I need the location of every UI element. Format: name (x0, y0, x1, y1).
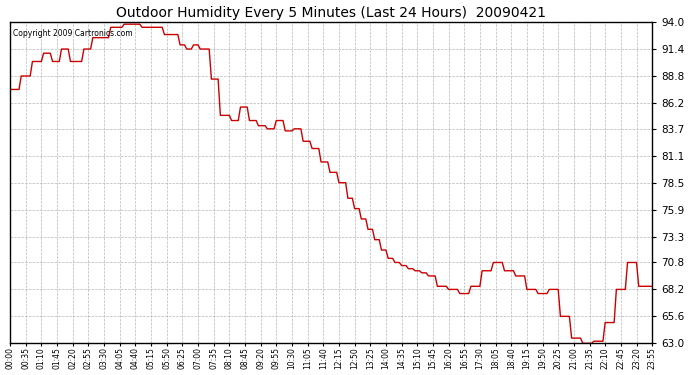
Text: Copyright 2009 Cartronics.com: Copyright 2009 Cartronics.com (13, 28, 133, 38)
Title: Outdoor Humidity Every 5 Minutes (Last 24 Hours)  20090421: Outdoor Humidity Every 5 Minutes (Last 2… (116, 6, 546, 20)
